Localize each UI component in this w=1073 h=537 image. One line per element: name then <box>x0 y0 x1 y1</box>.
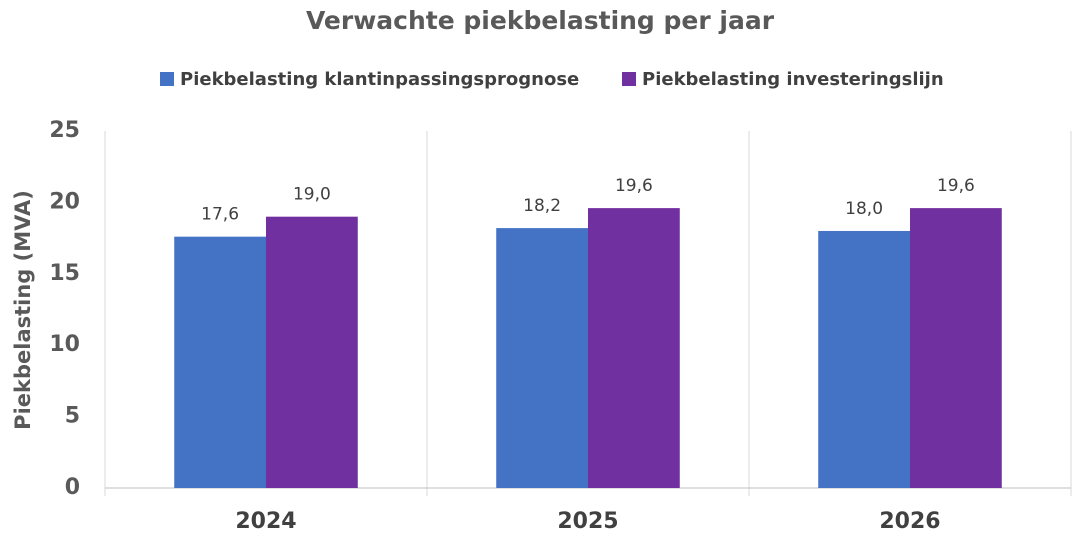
y-tick-label: 0 <box>65 475 80 500</box>
bar <box>174 236 266 488</box>
legend-swatch <box>160 72 174 86</box>
bar <box>496 228 588 488</box>
y-tick-label: 15 <box>49 261 80 286</box>
y-tick-label: 5 <box>65 404 80 429</box>
legend-swatch <box>622 72 636 86</box>
data-label: 18,2 <box>523 196 561 216</box>
y-axis-title: Piekbelasting (MVA) <box>11 190 35 430</box>
data-label: 18,0 <box>845 199 883 219</box>
bar <box>818 230 910 488</box>
legend-label: Piekbelasting investeringslijn <box>642 69 944 90</box>
data-label: 19,0 <box>293 185 331 205</box>
x-tick-label: 2026 <box>879 509 940 534</box>
y-tick-label: 10 <box>49 332 80 357</box>
x-tick-label: 2024 <box>235 509 296 534</box>
y-tick-label: 25 <box>49 118 80 143</box>
data-label: 17,6 <box>201 205 239 225</box>
data-label: 19,6 <box>937 176 975 196</box>
bar <box>910 208 1002 488</box>
legend-label: Piekbelasting klantinpassingsprognose <box>180 69 579 90</box>
chart-title: Verwachte piekbelasting per jaar <box>306 6 775 35</box>
data-label: 19,6 <box>615 176 653 196</box>
y-tick-label: 20 <box>49 189 80 214</box>
bar <box>266 216 358 488</box>
x-tick-label: 2025 <box>557 509 618 534</box>
bar <box>588 208 680 488</box>
